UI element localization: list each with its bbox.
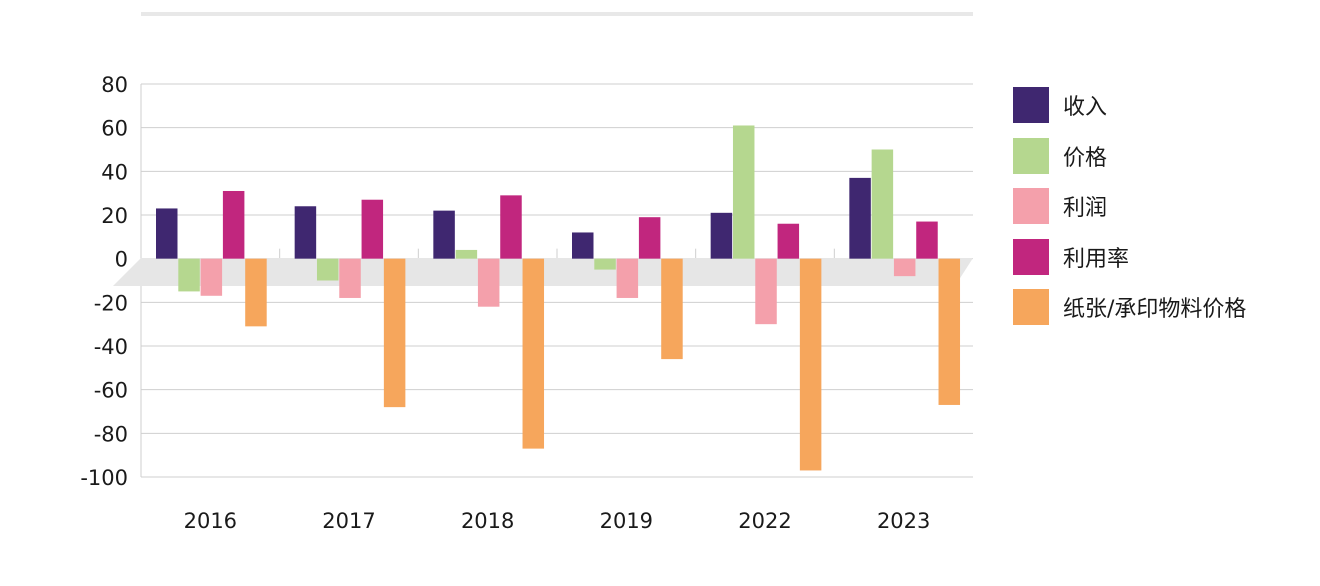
y-tick-label: 0 [115, 248, 128, 272]
legend-swatch [1013, 238, 1049, 275]
bar [849, 177, 871, 259]
bar [938, 258, 961, 405]
legend-swatch [1013, 137, 1049, 174]
bar [383, 258, 406, 408]
legend-label: 价格 [1063, 145, 1108, 171]
bar [500, 195, 522, 259]
y-tick-label: -100 [80, 466, 128, 490]
legend-label: 纸张/承印物料价格 [1063, 297, 1247, 323]
legend-item: 纸张/承印物料价格 [1013, 282, 1246, 333]
legend-item: 利用率 [1013, 232, 1246, 283]
x-tick-label: 2016 [184, 509, 237, 533]
y-tick-label: -80 [94, 422, 128, 446]
bar [594, 258, 616, 270]
bar [710, 212, 733, 259]
bar [200, 258, 223, 296]
bar [755, 258, 777, 325]
legend: 收入价格利润利用率纸张/承印物料价格 [1013, 80, 1246, 333]
top-rule [141, 12, 973, 16]
bar [638, 217, 661, 259]
y-axis: 80 60 40 20 0 -20 -40 -60 -80 -100 [80, 73, 128, 490]
legend-swatch [1013, 87, 1049, 124]
y-tick-label: 60 [101, 117, 128, 141]
bar [316, 258, 339, 281]
bar [893, 258, 916, 277]
y-tick-label: -60 [94, 379, 128, 403]
y-tick-label: 80 [101, 73, 128, 97]
y-tick-label: -40 [94, 335, 128, 359]
legend-swatch [1013, 289, 1049, 326]
bar [178, 258, 200, 292]
x-tick-label: 2019 [600, 509, 653, 533]
legend-label: 利润 [1063, 196, 1108, 222]
bar [661, 258, 683, 360]
bar [245, 258, 267, 327]
legend-item: 价格 [1013, 131, 1246, 182]
bar [616, 258, 639, 298]
y-tick-label: -20 [94, 291, 128, 315]
x-tick-label: 2017 [322, 509, 375, 533]
bar [339, 258, 361, 298]
y-tick-label: 20 [101, 204, 128, 228]
bar [732, 125, 755, 259]
bar [222, 190, 245, 259]
bar [156, 208, 178, 259]
bar [433, 210, 455, 259]
bars [156, 125, 961, 471]
legend-label: 利用率 [1063, 246, 1130, 272]
bar [361, 199, 384, 259]
bar [572, 232, 594, 259]
legend-item: 收入 [1013, 80, 1246, 131]
bar [799, 258, 822, 471]
x-tick-label: 2022 [738, 509, 791, 533]
legend-item: 利润 [1013, 181, 1246, 232]
x-tick-label: 2018 [461, 509, 514, 533]
bar [777, 223, 800, 259]
legend-label: 收入 [1063, 95, 1108, 121]
bar [916, 221, 938, 259]
bar [871, 149, 894, 259]
x-tick-label: 2023 [877, 509, 930, 533]
bar [477, 258, 500, 307]
bar [294, 206, 317, 259]
legend-swatch [1013, 188, 1049, 225]
bar [455, 249, 478, 259]
y-tick-label: 40 [101, 160, 128, 184]
x-axis: 2016 2017 2018 2019 2022 2023 [184, 509, 931, 533]
bar [522, 258, 545, 449]
